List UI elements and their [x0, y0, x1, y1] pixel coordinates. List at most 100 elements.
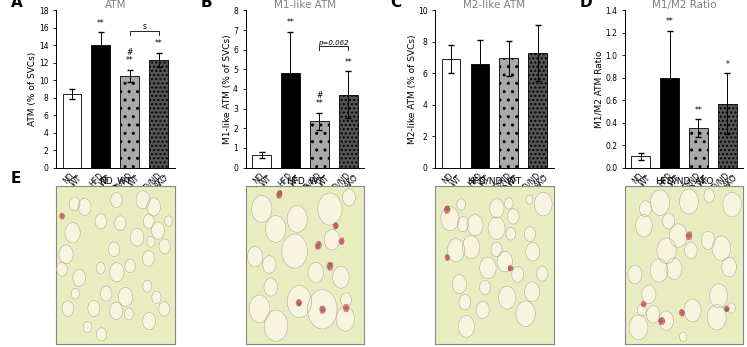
Circle shape [344, 307, 345, 309]
Circle shape [316, 246, 318, 249]
Circle shape [646, 306, 660, 323]
Circle shape [159, 239, 170, 254]
Circle shape [124, 308, 134, 320]
Circle shape [458, 315, 474, 337]
Circle shape [62, 214, 64, 218]
Circle shape [445, 207, 447, 209]
Text: **: ** [287, 18, 294, 27]
Circle shape [627, 265, 642, 284]
Circle shape [158, 302, 170, 316]
Circle shape [447, 257, 449, 260]
Circle shape [447, 255, 449, 258]
Circle shape [629, 315, 648, 340]
Text: *: * [725, 60, 729, 69]
Bar [689, 128, 708, 168]
Circle shape [660, 322, 662, 324]
Circle shape [287, 205, 307, 232]
Circle shape [689, 236, 691, 239]
Text: **: ** [97, 18, 105, 27]
Circle shape [288, 286, 311, 318]
Circle shape [61, 215, 63, 219]
Circle shape [110, 302, 123, 320]
Circle shape [100, 286, 112, 301]
Circle shape [279, 195, 281, 198]
Circle shape [341, 293, 352, 307]
Circle shape [298, 302, 300, 304]
Circle shape [315, 244, 317, 247]
Circle shape [334, 226, 336, 229]
Circle shape [323, 308, 325, 312]
Circle shape [264, 278, 278, 296]
Text: **: ** [155, 40, 163, 49]
Circle shape [329, 263, 332, 266]
Circle shape [507, 209, 519, 224]
Circle shape [726, 306, 728, 308]
Circle shape [710, 284, 728, 308]
Bar [149, 60, 168, 168]
Circle shape [446, 255, 448, 258]
Circle shape [279, 193, 280, 196]
Circle shape [334, 223, 336, 226]
Circle shape [339, 240, 341, 243]
Circle shape [669, 224, 687, 247]
Title: ND_WT: ND_WT [99, 177, 131, 186]
Circle shape [726, 308, 728, 309]
Circle shape [118, 287, 133, 306]
Y-axis label: M1-like ATM (% of SVCs): M1-like ATM (% of SVCs) [223, 34, 232, 144]
Circle shape [65, 222, 81, 243]
Circle shape [722, 257, 737, 277]
Circle shape [136, 191, 150, 209]
Circle shape [446, 257, 448, 260]
Circle shape [690, 235, 692, 237]
Circle shape [510, 266, 512, 270]
Circle shape [643, 303, 644, 305]
Circle shape [318, 246, 320, 248]
Circle shape [345, 307, 347, 309]
Bar [528, 53, 548, 168]
Circle shape [247, 246, 263, 267]
Circle shape [489, 199, 504, 218]
Circle shape [130, 228, 144, 246]
Bar [63, 94, 81, 168]
Circle shape [725, 307, 727, 310]
Circle shape [457, 217, 468, 232]
Circle shape [524, 227, 536, 242]
Circle shape [447, 257, 448, 258]
Circle shape [333, 225, 335, 227]
Circle shape [317, 244, 319, 247]
Circle shape [346, 305, 348, 307]
Circle shape [143, 251, 155, 266]
Circle shape [322, 306, 324, 310]
Circle shape [452, 274, 467, 294]
Circle shape [447, 210, 449, 213]
Circle shape [297, 302, 298, 304]
Circle shape [661, 322, 663, 324]
Circle shape [336, 307, 355, 331]
Circle shape [456, 199, 465, 210]
Circle shape [441, 206, 459, 231]
Circle shape [308, 262, 323, 283]
Bar [441, 59, 460, 168]
Circle shape [666, 258, 682, 279]
Circle shape [661, 318, 664, 321]
Circle shape [524, 282, 539, 302]
Circle shape [681, 313, 682, 315]
Circle shape [689, 232, 692, 236]
Circle shape [681, 312, 684, 316]
Circle shape [467, 214, 483, 236]
Circle shape [299, 301, 301, 305]
Title: ATM: ATM [105, 0, 126, 10]
Circle shape [282, 234, 308, 268]
Circle shape [346, 308, 348, 312]
Circle shape [650, 259, 668, 282]
Circle shape [637, 304, 646, 316]
Circle shape [332, 266, 350, 288]
Circle shape [498, 286, 516, 309]
Circle shape [327, 265, 329, 268]
Text: #
**: # ** [315, 91, 323, 108]
Circle shape [152, 291, 161, 304]
Circle shape [642, 285, 656, 304]
Circle shape [642, 304, 644, 306]
Circle shape [509, 266, 511, 269]
Circle shape [444, 209, 446, 211]
